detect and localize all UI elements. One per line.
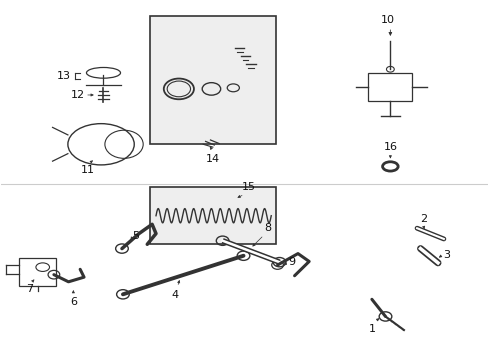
Text: 1: 1 <box>367 324 375 334</box>
Bar <box>149 16 276 144</box>
Text: 13: 13 <box>57 71 70 81</box>
Text: 16: 16 <box>383 142 397 152</box>
Bar <box>368 73 411 102</box>
Text: 10: 10 <box>380 15 394 24</box>
Text: 15: 15 <box>241 182 255 192</box>
Text: 11: 11 <box>81 165 95 175</box>
Text: 5: 5 <box>131 231 139 242</box>
Text: 9: 9 <box>287 257 295 267</box>
Text: 3: 3 <box>442 250 449 260</box>
Text: 7: 7 <box>26 284 33 294</box>
Text: 12: 12 <box>71 90 85 100</box>
Text: 4: 4 <box>172 290 179 300</box>
Text: 8: 8 <box>264 223 271 233</box>
Text: 14: 14 <box>205 154 220 163</box>
Bar <box>149 187 276 244</box>
Text: 2: 2 <box>419 213 426 224</box>
Bar <box>20 258 56 286</box>
Text: 6: 6 <box>70 297 77 307</box>
